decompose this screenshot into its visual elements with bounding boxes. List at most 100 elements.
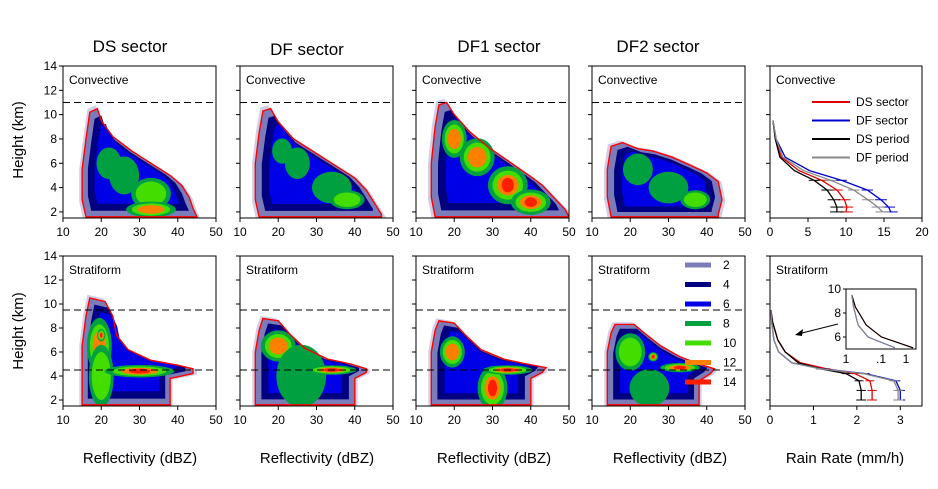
inset-y-tick-label: 8 bbox=[834, 306, 841, 320]
frequency-level-14 bbox=[524, 197, 537, 208]
series-legend: DS sector DF sector DS period DF period bbox=[812, 95, 909, 165]
outer-contour bbox=[606, 323, 716, 406]
x-tick-label: 30 bbox=[310, 225, 324, 239]
y-tick-label: 4 bbox=[50, 369, 57, 383]
frequency-level-10 bbox=[683, 192, 707, 208]
y-tick-label: 8 bbox=[50, 321, 57, 335]
rain-rate-series bbox=[772, 120, 838, 212]
y-tick-label: 4 bbox=[50, 181, 57, 195]
x-tick-label: 50 bbox=[209, 413, 223, 427]
legend-level-label: 12 bbox=[723, 356, 737, 370]
x-tick-label: 1 bbox=[810, 413, 817, 427]
frequency-level-12 bbox=[467, 146, 487, 168]
inset-x-tick-label: 1 bbox=[903, 352, 910, 366]
inset-arrow bbox=[797, 323, 839, 335]
frequency-level-14 bbox=[487, 379, 498, 397]
frequency-level-10 bbox=[91, 352, 111, 400]
frequency-level-14 bbox=[501, 177, 514, 193]
y-tick-label: 10 bbox=[44, 108, 58, 122]
inset-x-tick-label: .1 bbox=[876, 352, 886, 366]
frequency-level-10 bbox=[618, 337, 642, 367]
x-tick-label: 10 bbox=[585, 413, 599, 427]
cfad-fill bbox=[428, 318, 550, 406]
x-tick-label: 30 bbox=[310, 413, 324, 427]
legend-level-label: 4 bbox=[723, 278, 730, 292]
cfad-fill bbox=[604, 322, 718, 406]
frequency-level-10 bbox=[135, 181, 167, 206]
rain-rate-panel: 0 5 10 15 20 Convective DS sector DF sector DS p… bbox=[766, 65, 929, 239]
x-tick-label: 5 bbox=[805, 225, 812, 239]
cfad-panel: 10 20 30 40 50 Stratiform bbox=[585, 255, 752, 427]
row-label: Convective bbox=[776, 73, 836, 87]
frequency-level-12 bbox=[445, 343, 460, 361]
legend-level-label: 2 bbox=[723, 258, 730, 272]
x-tick-label: 20 bbox=[95, 225, 109, 239]
inset-frame bbox=[845, 288, 917, 350]
cfad-fill bbox=[79, 294, 197, 406]
outer-contour bbox=[606, 141, 723, 218]
x-tick-label: 40 bbox=[171, 225, 185, 239]
row-label: Convective bbox=[422, 73, 482, 87]
outer-contour bbox=[81, 297, 194, 406]
x-tick-label: 20 bbox=[448, 413, 462, 427]
panel-frame bbox=[769, 255, 923, 407]
cfad-fill bbox=[252, 105, 386, 218]
x-tick-label: 20 bbox=[95, 413, 109, 427]
frequency-level-6 bbox=[444, 331, 530, 394]
x-tick-label: 50 bbox=[386, 413, 400, 427]
cfad-fill bbox=[428, 98, 569, 218]
y-tick-label: 10 bbox=[44, 297, 58, 311]
x-tick-label: 30 bbox=[133, 225, 147, 239]
legend-level-label: 6 bbox=[723, 297, 730, 311]
rain-rate-panel: 0 1 2 3 Stratiform 6 8 10 1 .1 1 bbox=[766, 255, 923, 427]
cfad-fill bbox=[252, 315, 370, 406]
frequency-level-12 bbox=[137, 205, 165, 214]
cfad-fill bbox=[603, 140, 726, 218]
sector-title-df1: DF1 sector bbox=[457, 37, 540, 56]
cfad-panel: 10 20 30 40 50 Convective bbox=[585, 65, 752, 239]
frequency-level-8 bbox=[629, 369, 670, 406]
x-tick-label: 40 bbox=[700, 413, 714, 427]
x-tick-label: 20 bbox=[624, 413, 638, 427]
y-tick-label: 2 bbox=[50, 205, 57, 219]
x-tick-label: 50 bbox=[738, 413, 752, 427]
cfad-panel: 10 20 30 40 50 Stratiform bbox=[409, 255, 576, 427]
sector-title-ds: DS sector bbox=[93, 37, 168, 56]
y-tick-label: 6 bbox=[50, 345, 57, 359]
outer-contour bbox=[430, 101, 569, 218]
x-tick-label: 15 bbox=[877, 225, 891, 239]
x-tick-label: 40 bbox=[171, 413, 185, 427]
legend-label: DS sector bbox=[856, 95, 909, 109]
row-label: Stratiform bbox=[246, 263, 298, 277]
x-tick-label: 10 bbox=[233, 413, 247, 427]
x-tick-label: 20 bbox=[915, 225, 929, 239]
x-tick-label: 10 bbox=[56, 413, 70, 427]
legend-label: DS period bbox=[856, 132, 909, 146]
row-label: Stratiform bbox=[422, 263, 474, 277]
xlabel-df2: Reflectivity (dBZ) bbox=[613, 450, 727, 467]
x-tick-label: 30 bbox=[486, 225, 500, 239]
inset-series bbox=[851, 294, 896, 349]
x-tick-label: 10 bbox=[56, 225, 70, 239]
inset-series bbox=[851, 294, 914, 349]
x-tick-label: 0 bbox=[767, 225, 774, 239]
legend-level-label: 14 bbox=[723, 375, 737, 389]
x-tick-label: 20 bbox=[624, 225, 638, 239]
y-tick-label: 14 bbox=[44, 59, 58, 73]
y-tick-label: 8 bbox=[50, 132, 57, 146]
frequency-level-12 bbox=[447, 128, 461, 150]
x-tick-label: 10 bbox=[409, 225, 423, 239]
frequency-level-14 bbox=[100, 332, 103, 338]
row-label: Stratiform bbox=[598, 263, 650, 277]
x-tick-label: 40 bbox=[348, 225, 362, 239]
xlabel-ds: Reflectivity (dBZ) bbox=[83, 450, 197, 467]
rain-rate-series bbox=[772, 120, 848, 213]
legend-label: DF period bbox=[856, 151, 909, 165]
x-tick-label: 40 bbox=[348, 413, 362, 427]
cfad-panel: 10 20 30 40 50 2 4 6 8 10 12 14 Stratiform bbox=[44, 249, 223, 427]
y-tick-label: 12 bbox=[44, 273, 58, 287]
cfad-panel: 10 20 30 40 50 2 4 6 8 10 12 14 Convective bbox=[44, 59, 223, 239]
cfad-panel: 10 20 30 40 50 Convective bbox=[409, 65, 576, 239]
